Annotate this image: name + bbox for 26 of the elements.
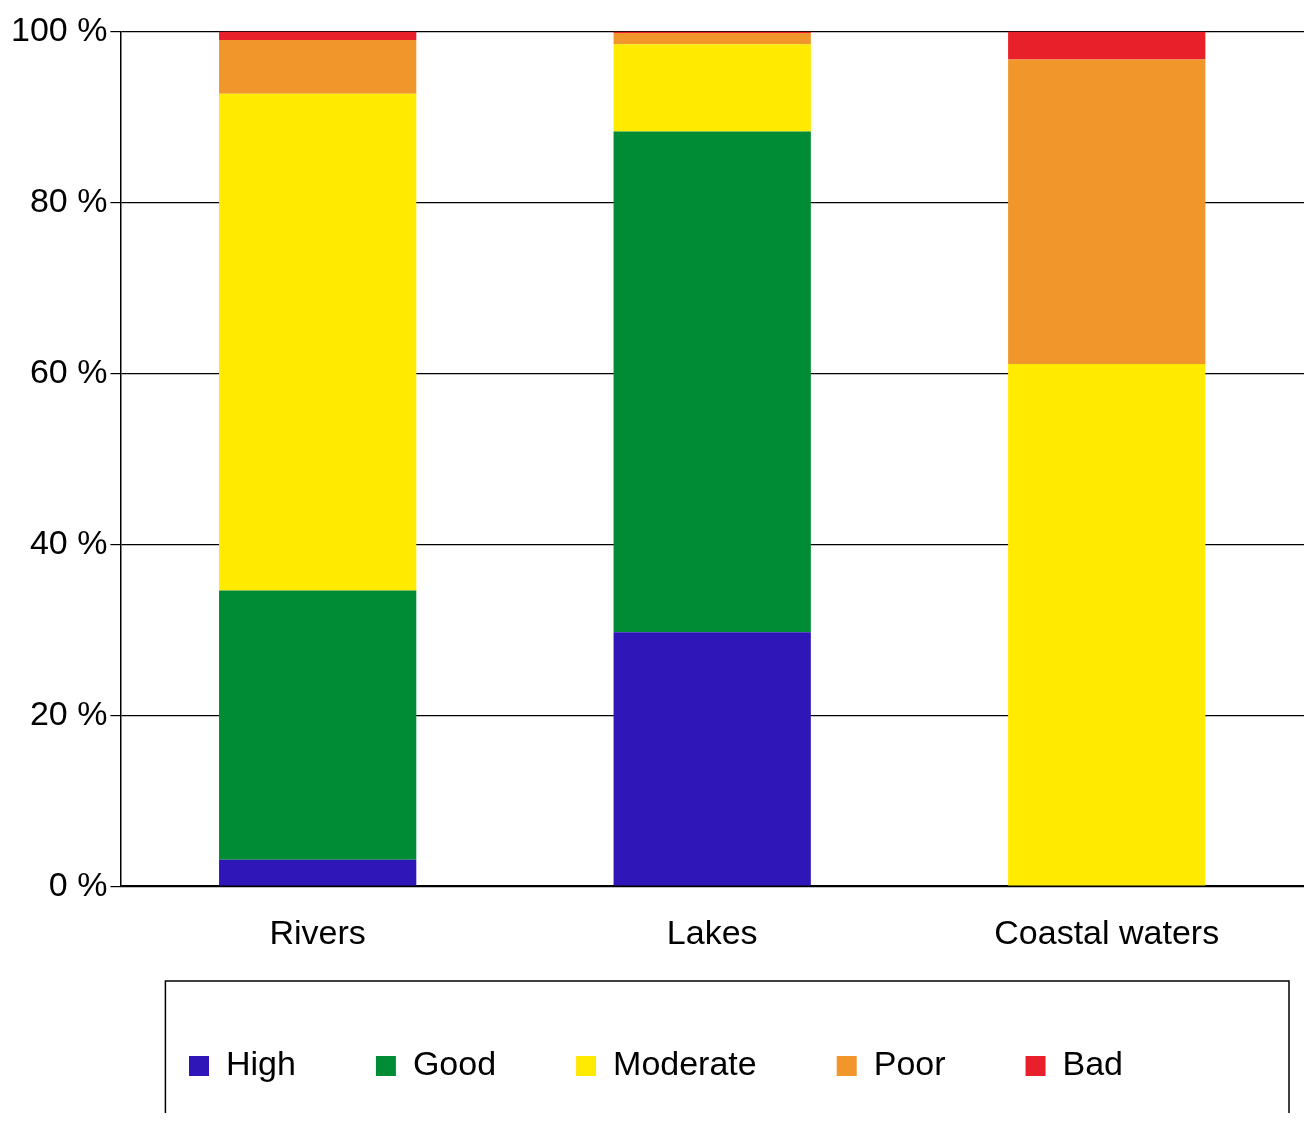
bar: [219, 93, 417, 591]
legend-label: Bad: [1062, 1044, 1124, 1083]
y-tick-label: 60 %: [29, 351, 108, 390]
bar: [1008, 59, 1206, 364]
bar: [613, 33, 811, 45]
legend-label: Good: [412, 1044, 497, 1083]
bar: [1008, 31, 1206, 60]
bar: [219, 39, 417, 94]
x-tick-label: Rivers: [269, 912, 366, 951]
bar: [613, 44, 811, 132]
x-tick-label: Lakes: [666, 912, 758, 951]
bar: [613, 632, 811, 886]
x-tick-label: Coastal waters: [994, 912, 1220, 951]
y-tick-label: 80 %: [29, 180, 108, 219]
y-tick-label: 20 %: [29, 693, 108, 732]
y-tick-label: 0 %: [48, 864, 108, 903]
bar: [613, 131, 811, 633]
y-tick-label: 40 %: [29, 522, 108, 561]
bar: [219, 31, 417, 40]
bar: [1008, 363, 1206, 886]
bar: [219, 859, 417, 886]
legend-label: Poor: [873, 1044, 946, 1083]
legend-label: Moderate: [613, 1044, 757, 1083]
y-tick-label: 100 %: [11, 9, 108, 48]
legend-label: High: [225, 1044, 296, 1083]
bar: [219, 590, 417, 860]
